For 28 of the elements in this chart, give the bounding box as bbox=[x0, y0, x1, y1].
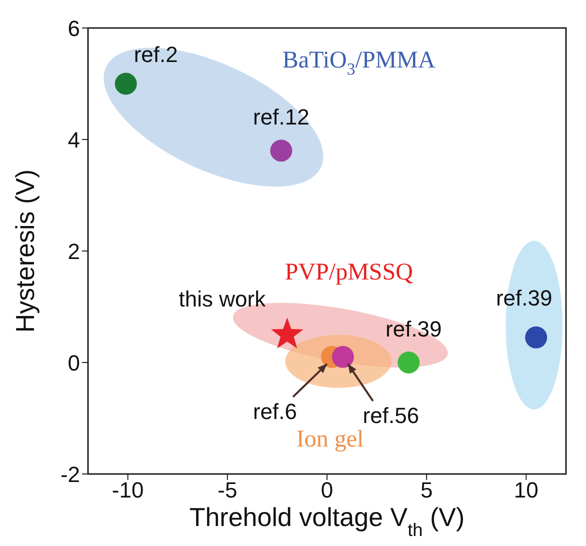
point bbox=[398, 352, 420, 374]
x-tick-label: -5 bbox=[218, 478, 238, 503]
point bbox=[271, 318, 304, 348]
annotation: ref.56 bbox=[362, 402, 420, 428]
point bbox=[270, 140, 292, 162]
x-tick-label: 5 bbox=[420, 478, 433, 503]
annotation: ref.6 bbox=[252, 398, 297, 424]
y-tick-label: 6 bbox=[68, 16, 80, 41]
y-axis-title: Hysteresis (V) bbox=[10, 169, 40, 333]
point bbox=[525, 326, 548, 348]
annotation: ref.39 bbox=[386, 316, 442, 342]
x-tick-label: 0 bbox=[320, 478, 334, 503]
annotation: PVP/pMSSQ bbox=[284, 258, 413, 285]
y-tick-label: 0 bbox=[68, 350, 80, 376]
x-axis-title: Threhold voltage V$_{th}$ (V) bbox=[189, 502, 465, 540]
annotation: Ion gel bbox=[296, 426, 364, 452]
y-tick-label: 4 bbox=[68, 127, 80, 152]
annotation: ref.39 bbox=[496, 285, 552, 310]
y-tick-label: -2 bbox=[60, 462, 80, 487]
x-tick-label: 10 bbox=[514, 478, 538, 503]
annotation: ref.2 bbox=[134, 42, 178, 67]
y-tick-label: 2 bbox=[68, 238, 80, 264]
point bbox=[114, 72, 137, 95]
x-tick-label: -10 bbox=[112, 478, 144, 503]
point bbox=[332, 346, 354, 368]
annotation: ref.12 bbox=[253, 104, 310, 130]
annotation: this work bbox=[178, 286, 267, 312]
annotation: BaTiO$_{3}$/PMMA bbox=[282, 46, 436, 79]
